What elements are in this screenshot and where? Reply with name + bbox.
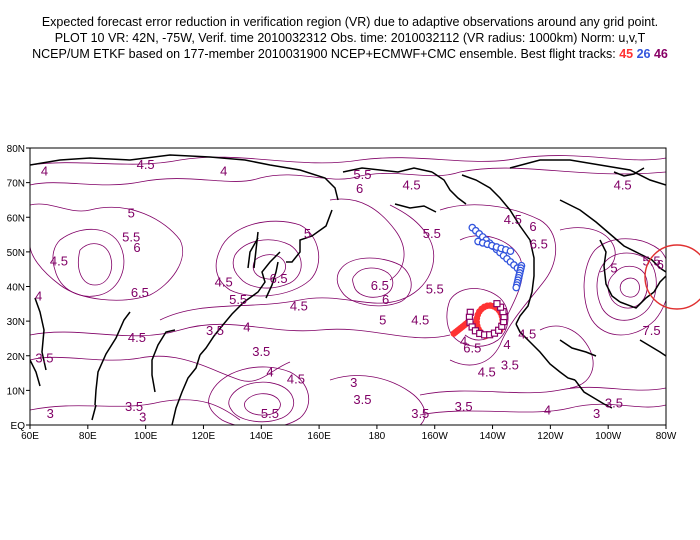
contour-label: 6 (529, 219, 536, 234)
lat-tick-label: 30N (7, 317, 25, 328)
contour-label: 4 (503, 337, 510, 352)
contour-label: 6 (133, 240, 140, 255)
lon-tick-label: 160E (307, 431, 331, 442)
track-26-marker (512, 283, 521, 292)
contour-label: 3.5 (35, 351, 53, 366)
contour-label: 3.5 (206, 323, 224, 338)
contour-label: 5.5 (122, 229, 140, 244)
lat-tick-label: 10N (7, 386, 25, 397)
contour-label: 6 (657, 257, 664, 272)
contour-label: 3.5 (252, 344, 270, 359)
contour-label: 6.5 (270, 271, 288, 286)
lon-tick-label: 140E (250, 431, 274, 442)
lon-tick-label: 60E (21, 431, 39, 442)
plot-frame (29, 147, 667, 426)
contour-label: 4.5 (50, 254, 68, 269)
track-46-marker (493, 300, 501, 308)
lon-tick-label: 140W (479, 431, 506, 442)
contour-label: 6 (356, 181, 363, 196)
contour-label: 6.5 (530, 236, 548, 251)
contour-label: 4.5 (128, 330, 146, 345)
lon-tick-label: 80W (656, 431, 677, 442)
contour-label: 5.5 (229, 292, 247, 307)
contour-label: 3 (593, 406, 600, 421)
contour-label: 3 (47, 406, 54, 421)
contour-label: 6 (382, 292, 389, 307)
contour-label: 4 (220, 164, 227, 179)
contour-label: 4.5 (411, 313, 429, 328)
title-line-3-prefix: NCEP/UM ETKF based on 177-member 2010031… (32, 47, 616, 61)
lon-tick-label: 100W (595, 431, 622, 442)
contour-label: 3 (139, 410, 146, 425)
contour-label: 3.5 (411, 406, 429, 421)
track-label-46: 46 (653, 47, 668, 61)
flight-track-46 (465, 300, 508, 339)
map-axes: 60E 80E 100E 120E 140E 160E 180 160W 140W 120W 100… (7, 144, 677, 442)
title-line-3: NCEP/UM ETKF based on 177-member 2010031… (0, 46, 700, 62)
contour-label: 4.5 (504, 212, 522, 227)
contour-label: 6.5 (131, 285, 149, 300)
contour-labels: 4 4.5 4 5.56 4.54.54.555.564.56.544.55.56.55… (35, 157, 675, 425)
contour-label: 3.5 (455, 399, 473, 414)
contour-label: 5.5 (353, 167, 371, 182)
contour-label: 4 (41, 164, 48, 179)
contour-label: 4.5 (518, 326, 536, 341)
contour-label: 5.5 (426, 281, 444, 296)
contour-label: 6.5 (371, 278, 389, 293)
track-26-marker (506, 247, 515, 256)
contour-label: 5.5 (423, 226, 441, 241)
contour-label: 4.5 (403, 178, 421, 193)
lon-tick-label: 180 (369, 431, 386, 442)
contour-label: 4.5 (215, 275, 233, 290)
contour-label: 4.5 (287, 371, 305, 386)
lat-tick-label: 60N (7, 213, 25, 224)
lat-tick-label: EQ (11, 421, 26, 432)
contour-label: 4 (266, 365, 273, 380)
contour-label: 4 (35, 288, 42, 303)
contour-label: 4 (544, 403, 551, 418)
contour-label: 4.5 (614, 178, 632, 193)
contour-label: 4 (460, 333, 467, 348)
track-label-45: 45 (619, 47, 634, 61)
lon-tick-label: 120W (537, 431, 564, 442)
flight-track-26 (468, 223, 526, 292)
title-line-1: Expected forecast error reduction in ver… (41, 15, 659, 29)
contour-label: 6.5 (463, 340, 481, 355)
contour-label: 4.5 (137, 157, 155, 172)
title-line-2: PLOT 10 VR: 42N, -75W, Verif. time 20100… (54, 31, 646, 45)
lat-tick-label: 20N (7, 352, 25, 363)
contour-label: 3.5 (353, 392, 371, 407)
lat-tick-label: 40N (7, 283, 25, 294)
lon-tick-label: 80E (79, 431, 97, 442)
contour-label: 3.5 (605, 396, 623, 411)
contour-label: 3.5 (501, 358, 519, 373)
contour-label: 7.5 (643, 323, 661, 338)
contour-label: 5 (128, 205, 135, 220)
verification-region-circle (644, 244, 700, 310)
contour-label: 4 (243, 320, 250, 335)
contour-label: 4.5 (290, 299, 308, 314)
lon-tick-label: 160W (422, 431, 449, 442)
contour-lines (30, 155, 666, 425)
contour-label: 5 (304, 226, 311, 241)
contour-label: 7 (668, 264, 675, 279)
contour-label: 4.5 (478, 365, 496, 380)
contour-label: 5.5 (261, 406, 279, 421)
coastlines (30, 154, 666, 425)
lon-tick-label: 100E (134, 431, 158, 442)
lat-tick-label: 70N (7, 179, 25, 190)
lat-tick-label: 50N (7, 248, 25, 259)
track-45-marker (450, 330, 458, 337)
lon-tick-label: 120E (192, 431, 216, 442)
contour-label: 5 (379, 313, 386, 328)
contour-label: 3.5 (125, 399, 143, 414)
figure-title: Expected forecast error reduction in ver… (0, 14, 700, 62)
contour-label: 5 (610, 261, 617, 276)
track-label-26: 26 (636, 47, 651, 61)
contour-label: 3 (350, 375, 357, 390)
lat-tick-label: 80N (7, 144, 25, 155)
